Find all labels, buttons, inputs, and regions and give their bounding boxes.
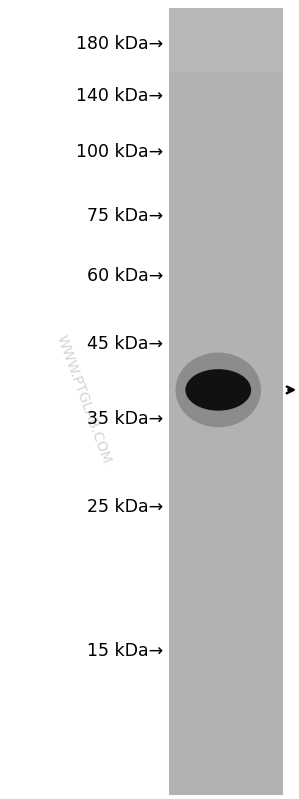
Text: 35 kDa→: 35 kDa→: [87, 411, 163, 428]
Text: 60 kDa→: 60 kDa→: [87, 267, 163, 284]
Text: WWW.PTGLAB.COM: WWW.PTGLAB.COM: [54, 333, 114, 466]
Text: 140 kDa→: 140 kDa→: [76, 87, 163, 105]
Bar: [169, 8, 283, 795]
Ellipse shape: [185, 369, 251, 411]
Text: 180 kDa→: 180 kDa→: [76, 35, 163, 53]
Text: 15 kDa→: 15 kDa→: [87, 642, 163, 660]
Bar: [169, 8, 283, 72]
Text: 100 kDa→: 100 kDa→: [76, 143, 163, 161]
Text: 45 kDa→: 45 kDa→: [87, 335, 163, 352]
Ellipse shape: [176, 352, 261, 427]
Text: 25 kDa→: 25 kDa→: [87, 499, 163, 516]
Text: 75 kDa→: 75 kDa→: [87, 207, 163, 225]
